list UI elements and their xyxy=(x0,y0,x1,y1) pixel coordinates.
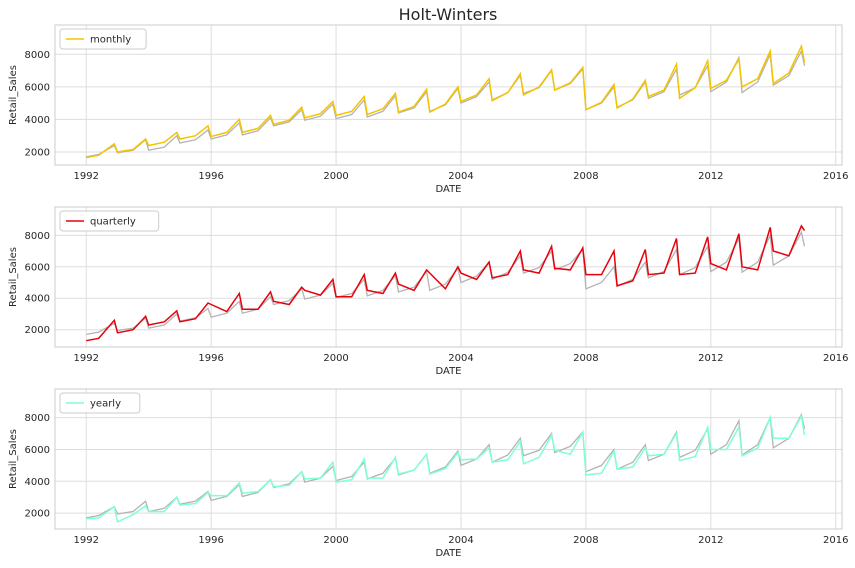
series-line-yearly xyxy=(86,413,806,523)
legend-box xyxy=(59,392,141,414)
y-tick-label: 2000 xyxy=(25,147,50,158)
y-axis-label: Retail_Sales xyxy=(8,65,19,125)
legend: monthly xyxy=(59,28,147,50)
legend-label: monthly xyxy=(90,35,131,46)
x-tick-label: 2008 xyxy=(573,353,598,364)
panel-quarterly: 1992 1996 2000 2004 2008 2012 2016 2000 4000 6000… xyxy=(8,206,848,377)
x-tick-label: 1992 xyxy=(74,535,99,546)
y-tick-label: 6000 xyxy=(25,445,50,456)
x-axis-label: DATE xyxy=(435,366,461,377)
source-series-line xyxy=(86,412,806,519)
series-line-quarterly xyxy=(86,224,806,342)
legend-label: yearly xyxy=(90,399,121,410)
source-series-line xyxy=(86,230,806,336)
y-tick-label: 4000 xyxy=(25,477,50,488)
x-tick-label: 2012 xyxy=(698,353,723,364)
series-line-monthly xyxy=(86,43,806,159)
y-tick-label: 2000 xyxy=(25,325,50,336)
plot-frame xyxy=(54,206,843,348)
legend-label: quarterly xyxy=(90,217,136,228)
x-tick-label: 1996 xyxy=(198,535,223,546)
x-tick-label: 2016 xyxy=(823,171,848,182)
y-tick-label: 6000 xyxy=(25,262,50,273)
x-tick-label: 2008 xyxy=(573,171,598,182)
y-tick-label: 2000 xyxy=(25,509,50,520)
y-tick-label: 6000 xyxy=(25,82,50,93)
y-tick-label: 4000 xyxy=(25,115,50,126)
y-tick-label: 8000 xyxy=(25,413,50,424)
y-tick-label: 4000 xyxy=(25,294,50,305)
x-tick-label: 2012 xyxy=(698,535,723,546)
legend-box xyxy=(59,28,147,50)
x-tick-label: 2016 xyxy=(823,535,848,546)
y-axis-label: Retail_Sales xyxy=(8,247,19,307)
chart-panels: 1992 1996 2000 2004 2008 2012 2016 2000 4000 6000… xyxy=(8,24,848,559)
y-axis-label: Retail_Sales xyxy=(8,429,19,489)
legend: yearly xyxy=(59,392,141,414)
x-axis-label: DATE xyxy=(435,184,461,195)
x-tick-label: 2012 xyxy=(698,171,723,182)
x-tick-label: 1992 xyxy=(74,353,99,364)
x-tick-label: 2008 xyxy=(573,535,598,546)
x-tick-label: 2004 xyxy=(448,171,473,182)
x-tick-label: 1996 xyxy=(198,171,223,182)
plot-frame xyxy=(54,388,843,530)
x-axis-label: DATE xyxy=(435,548,461,559)
x-tick-label: 2000 xyxy=(323,171,348,182)
x-tick-label: 2004 xyxy=(448,535,473,546)
legend: quarterly xyxy=(59,210,160,232)
y-tick-label: 8000 xyxy=(25,50,50,61)
x-tick-label: 2000 xyxy=(323,535,348,546)
x-tick-label: 2004 xyxy=(448,353,473,364)
panel-monthly: 1992 1996 2000 2004 2008 2012 2016 2000 4000 6000… xyxy=(8,24,848,195)
chart-title: Holt-Winters xyxy=(399,5,498,24)
legend-box xyxy=(59,210,160,232)
x-tick-label: 1992 xyxy=(74,171,99,182)
y-tick-label: 8000 xyxy=(25,231,50,242)
plot-frame xyxy=(54,24,843,166)
x-tick-label: 2016 xyxy=(823,353,848,364)
x-tick-label: 1996 xyxy=(198,353,223,364)
x-tick-label: 2000 xyxy=(323,353,348,364)
panel-yearly: 1992 1996 2000 2004 2008 2012 2016 2000 4000 6000… xyxy=(8,388,848,559)
